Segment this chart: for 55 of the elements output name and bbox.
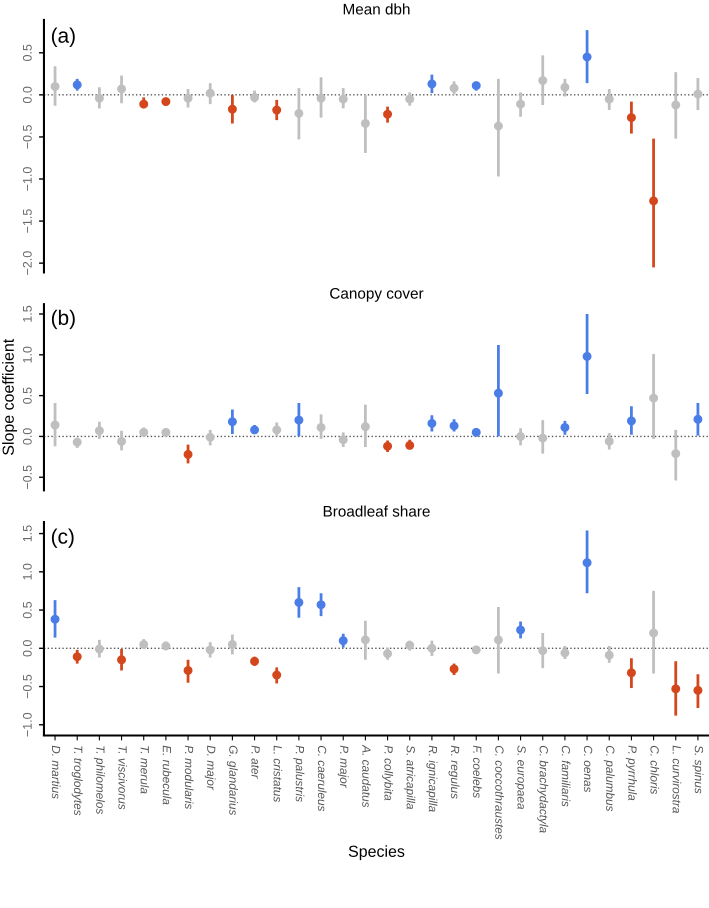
x-tick-label: L. cristatus xyxy=(274,746,282,802)
x-tick-label: P. major xyxy=(338,746,349,788)
y-tick-label: −1.0 xyxy=(22,167,32,191)
y-tick-label: 0.5 xyxy=(22,387,32,404)
y-tick-label: 0.0 xyxy=(22,428,32,445)
y-tick-label: 1.5 xyxy=(23,306,32,322)
y-tick-label: 1.5 xyxy=(23,525,32,542)
y-tick-label: 0.5 xyxy=(22,602,32,618)
y-tick-label: −0.5 xyxy=(22,674,32,698)
annotation: (c) xyxy=(52,528,74,548)
x-tick-label: S. europaea xyxy=(515,746,526,810)
y-tick-label: 1.0 xyxy=(22,564,32,580)
chart-title: Mean dbh xyxy=(344,3,410,15)
y-tick-label: 0.0 xyxy=(22,640,32,656)
chart-title: Canopy cover xyxy=(330,288,424,302)
x-tick-label: P. pyrrhula xyxy=(626,746,637,800)
y-tick-label: −0.5 xyxy=(22,125,32,149)
x-tick-label: C. brachydactyla xyxy=(537,746,548,833)
x-tick-label: F. coelebs xyxy=(473,746,482,798)
x-tick-label: S. atricapilla xyxy=(404,746,416,810)
y-tick-label: 0.5 xyxy=(22,44,32,61)
x-tick-label: L. curvirostra xyxy=(672,746,682,814)
x-tick-label: T. troglodytes xyxy=(72,746,83,816)
y-tick-label: −1.0 xyxy=(22,712,32,736)
x-tick-label: P. collybita xyxy=(382,746,394,800)
x-tick-label: C. caeruleus xyxy=(318,746,327,812)
x-tick-label: T. viscivorus xyxy=(118,746,128,810)
x-tick-label: C. coccothraustes xyxy=(495,746,504,840)
x-tick-label: C. palumbus xyxy=(604,746,615,812)
y-tick-label: −1.5 xyxy=(23,209,32,233)
x-axis-title: Species xyxy=(348,845,404,860)
x-tick-label: R. ignicapilla xyxy=(426,746,438,812)
y-tick-label: 0.0 xyxy=(22,86,32,104)
x-tick-label: T. philomelos xyxy=(94,746,105,814)
x-tick-label: T. merula xyxy=(140,746,150,794)
x-tick-label: S. spinus xyxy=(692,746,704,794)
x-tick-label: E. rubecula xyxy=(162,746,172,805)
x-tick-label: D. major xyxy=(204,746,216,790)
x-tick-label: P. ater xyxy=(251,746,260,779)
x-tick-label: D. martius xyxy=(52,746,61,799)
annotation: (b) xyxy=(52,310,75,330)
y-tick-label: −0.5 xyxy=(22,465,32,489)
x-tick-label: C. oenas xyxy=(584,746,592,792)
y-tick-label: 1.0 xyxy=(22,346,32,363)
x-tick-label: C. chloris xyxy=(650,746,660,794)
y-tick-label: −2.0 xyxy=(22,251,32,275)
x-tick-label: R. regulus xyxy=(448,746,460,799)
chart-title: Broadleaf share xyxy=(324,505,430,517)
x-tick-label: C. familiaris xyxy=(562,746,570,807)
x-tick-label: A. caudatus xyxy=(362,744,371,808)
y-axis-title: Slope coefficient xyxy=(2,338,18,455)
x-tick-label: P. modularis xyxy=(184,746,194,810)
x-tick-label: P. palustris xyxy=(293,746,304,802)
x-tick-label: G. glandarius xyxy=(226,746,238,816)
annotation: (a) xyxy=(52,28,75,47)
